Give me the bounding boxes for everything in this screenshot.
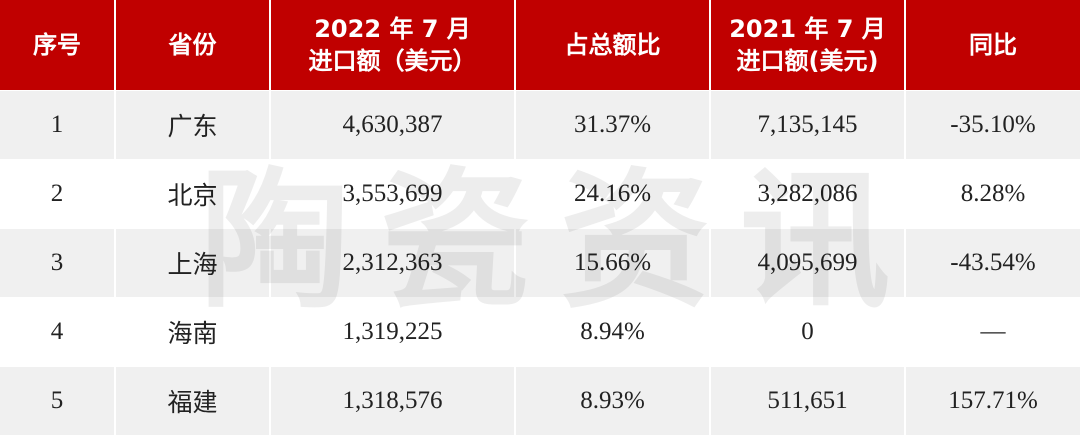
header-line: 2021 年 7 月 <box>712 13 903 45</box>
header-line: 省份 <box>117 29 268 61</box>
header-line: 2022 年 7 月 <box>272 13 513 45</box>
table-cell: 上海 <box>115 229 270 298</box>
header-cell: 2021 年 7 月进口额(美元) <box>710 0 905 91</box>
header-line: 同比 <box>907 29 1079 61</box>
table-cell: 5 <box>0 367 115 435</box>
table-cell: 31.37% <box>515 91 710 160</box>
header-cell: 占总额比 <box>515 0 710 91</box>
table-cell: 0 <box>710 298 905 367</box>
table-cell: 8.94% <box>515 298 710 367</box>
table-cell: — <box>905 298 1080 367</box>
table-cell: -35.10% <box>905 91 1080 160</box>
table-cell: 8.93% <box>515 367 710 435</box>
header-cell: 2022 年 7 月进口额（美元） <box>270 0 515 91</box>
table-cell: 4,095,699 <box>710 229 905 298</box>
table-cell: 7,135,145 <box>710 91 905 160</box>
table-cell: 1 <box>0 91 115 160</box>
header-cell: 省份 <box>115 0 270 91</box>
table-cell: 3,282,086 <box>710 160 905 229</box>
table-cell: 4,630,387 <box>270 91 515 160</box>
header-cell: 同比 <box>905 0 1080 91</box>
table-cell: 3 <box>0 229 115 298</box>
table-cell: 15.66% <box>515 229 710 298</box>
table-cell: 8.28% <box>905 160 1080 229</box>
table-cell: 157.71% <box>905 367 1080 435</box>
table-cell: 2,312,363 <box>270 229 515 298</box>
header-line: 序号 <box>1 29 113 61</box>
table-cell: 广东 <box>115 91 270 160</box>
table-cell: 24.16% <box>515 160 710 229</box>
table-cell: 4 <box>0 298 115 367</box>
table-cell: 2 <box>0 160 115 229</box>
table-cell: 北京 <box>115 160 270 229</box>
table-cell: 1,318,576 <box>270 367 515 435</box>
table-cell: 福建 <box>115 367 270 435</box>
header-line: 占总额比 <box>517 29 708 61</box>
table-cell: 3,553,699 <box>270 160 515 229</box>
table-cell: -43.54% <box>905 229 1080 298</box>
header-line: 进口额(美元) <box>712 45 903 77</box>
header-cell: 序号 <box>0 0 115 91</box>
header-line: 进口额（美元） <box>272 45 513 77</box>
table-cell: 海南 <box>115 298 270 367</box>
table-cell: 511,651 <box>710 367 905 435</box>
table-cell: 1,319,225 <box>270 298 515 367</box>
